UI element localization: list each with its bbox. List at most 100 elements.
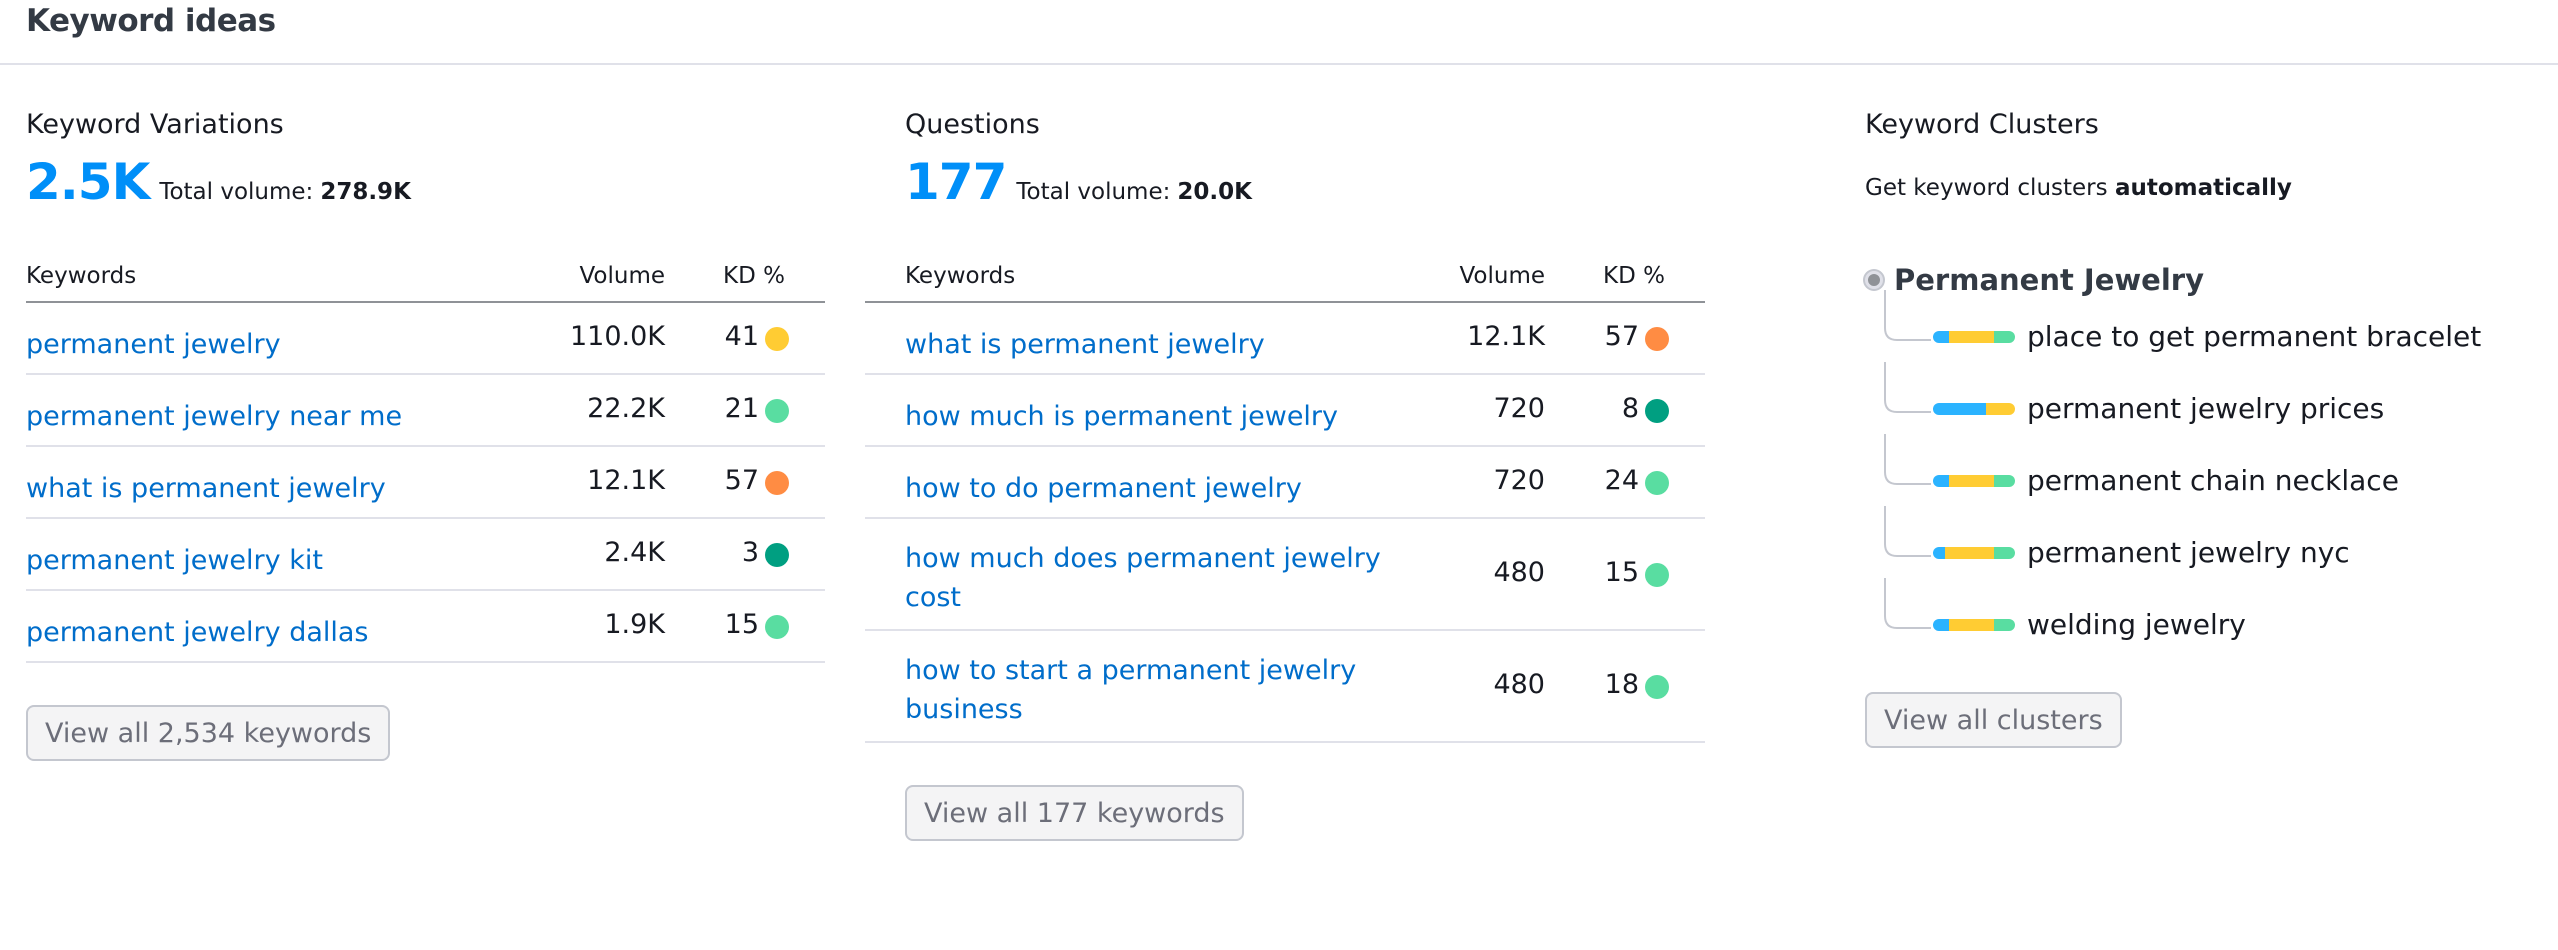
keyword-count[interactable]: 2.5K (26, 153, 150, 211)
kd-value: 15 (1604, 557, 1639, 588)
cluster-item-label: permanent chain necklace (2027, 464, 2399, 497)
cluster-root: Permanent Jewelry (1865, 263, 2204, 297)
keyword-link[interactable]: how much does permanent jewelry cost (905, 543, 1381, 613)
kd-value: 57 (724, 465, 759, 496)
kd-indicator-icon (765, 615, 789, 639)
bar-segment (1933, 546, 1946, 559)
kd-indicator-icon (765, 327, 789, 351)
cluster-root-label: Permanent Jewelry (1894, 263, 2204, 297)
table-row: permanent jewelry dallas 1.9K 15 (26, 591, 825, 663)
keyword-link[interactable]: what is permanent jewelry (905, 329, 1265, 360)
bar-segment (1949, 330, 1995, 343)
volume-value: 12.1K (1467, 321, 1545, 352)
total-volume-value: 20.0K (1177, 179, 1252, 205)
bar-segment (1994, 546, 2015, 559)
cluster-item[interactable]: permanent chain necklace (1933, 464, 2399, 497)
subtitle-text: Get keyword clusters (1865, 175, 2108, 201)
summary-stat: 177 Total volume: 20.0K (905, 153, 1252, 211)
section-title: Keyword Variations (26, 109, 284, 140)
bar-segment (1933, 330, 1950, 343)
bar-segment (1945, 546, 1995, 559)
keyword-link[interactable]: how to do permanent jewelry (905, 473, 1302, 504)
cluster-item-label: permanent jewelry nyc (2027, 536, 2350, 569)
column-header-volume: Volume (579, 263, 665, 289)
bar-segment (1933, 402, 1987, 415)
summary-stat: 2.5K Total volume: 278.9K (26, 153, 411, 211)
table-row: permanent jewelry kit 2.4K 3 (26, 519, 825, 591)
column-header-kd: KD % (723, 263, 785, 289)
table-row: what is permanent jewelry 12.1K 57 (865, 303, 1705, 375)
question-count[interactable]: 177 (905, 153, 1007, 211)
tree-connector (1884, 362, 1931, 413)
table-header: Keywords Volume KD % (865, 255, 1705, 303)
cluster-item[interactable]: permanent jewelry nyc (1933, 536, 2350, 569)
keyword-link[interactable]: permanent jewelry near me (26, 401, 403, 432)
volume-value: 480 (1493, 557, 1545, 588)
column-header-kd: KD % (1603, 263, 1665, 289)
cluster-bar (1933, 474, 2015, 487)
cluster-item-label: permanent jewelry prices (2027, 392, 2385, 425)
kd-indicator-icon (1645, 471, 1669, 495)
kd-value: 57 (1604, 321, 1639, 352)
keyword-link[interactable]: how much is permanent jewelry (905, 401, 1339, 432)
kd-value: 15 (724, 609, 759, 640)
cluster-item[interactable]: permanent jewelry prices (1933, 392, 2384, 425)
tree-connector (1884, 578, 1931, 629)
table-row: how much does permanent jewelry cost 480 1… (865, 519, 1705, 631)
kd-value: 18 (1604, 669, 1639, 700)
column-header-volume: Volume (1459, 263, 1545, 289)
volume-value: 12.1K (587, 465, 665, 496)
bar-segment (1986, 402, 2015, 415)
column-header-keywords: Keywords (905, 263, 1016, 289)
cluster-item-label: place to get permanent bracelet (2027, 320, 2482, 353)
questions-table: Keywords Volume KD % what is permanent j… (865, 255, 1705, 743)
kd-value: 24 (1604, 465, 1639, 496)
view-all-questions-button[interactable]: View all 177 keywords (905, 785, 1244, 841)
tree-connector (1884, 290, 1931, 341)
volume-value: 720 (1493, 465, 1545, 496)
keyword-link[interactable]: how to start a permanent jewelry busines… (905, 655, 1357, 725)
cluster-item[interactable]: welding jewelry (1933, 608, 2246, 641)
view-all-keywords-button[interactable]: View all 2,534 keywords (26, 705, 391, 761)
table-row: how to do permanent jewelry 720 24 (865, 447, 1705, 519)
volume-value: 2.4K (604, 537, 665, 568)
cluster-bar (1933, 618, 2015, 631)
total-volume-value: 278.9K (320, 179, 411, 205)
bar-segment (1933, 474, 1950, 487)
volume-value: 1.9K (604, 609, 665, 640)
volume-value: 720 (1493, 393, 1545, 424)
table-row: how to start a permanent jewelry busines… (865, 631, 1705, 743)
total-volume-label: Total volume: (159, 179, 314, 205)
section-title: Keyword Clusters (1865, 109, 2099, 140)
bar-segment (1949, 474, 1995, 487)
bar-segment (1994, 474, 2015, 487)
kd-indicator-icon (765, 543, 789, 567)
kd-value: 41 (724, 321, 759, 352)
volume-value: 110.0K (569, 321, 665, 352)
cluster-item[interactable]: place to get permanent bracelet (1933, 320, 2481, 353)
kd-indicator-icon (765, 471, 789, 495)
table-row: how much is permanent jewelry 720 8 (865, 375, 1705, 447)
kd-value: 3 (741, 537, 759, 568)
keyword-link[interactable]: permanent jewelry dallas (26, 617, 369, 648)
view-all-clusters-button[interactable]: View all clusters (1865, 692, 2122, 748)
keyword-link[interactable]: permanent jewelry (26, 329, 281, 360)
kd-value: 21 (724, 393, 759, 424)
volume-value: 22.2K (587, 393, 665, 424)
section-title: Questions (905, 109, 1040, 140)
kd-indicator-icon (1645, 675, 1669, 699)
cluster-bar (1933, 402, 2015, 415)
kd-indicator-icon (1645, 327, 1669, 351)
cluster-tree-lines (1884, 290, 1931, 629)
volume-value: 480 (1493, 669, 1545, 700)
page-title: Keyword ideas (26, 3, 276, 39)
table-row: permanent jewelry 110.0K 41 (26, 303, 825, 375)
keyword-link[interactable]: what is permanent jewelry (26, 473, 386, 504)
clusters-subtitle: Get keyword clusters automatically (1865, 175, 2292, 201)
keyword-link[interactable]: permanent jewelry kit (26, 545, 323, 576)
column-header-keywords: Keywords (26, 263, 137, 289)
bar-segment (1949, 618, 1995, 631)
table-row: what is permanent jewelry 12.1K 57 (26, 447, 825, 519)
table-header: Keywords Volume KD % (26, 255, 825, 303)
bar-segment (1994, 618, 2015, 631)
